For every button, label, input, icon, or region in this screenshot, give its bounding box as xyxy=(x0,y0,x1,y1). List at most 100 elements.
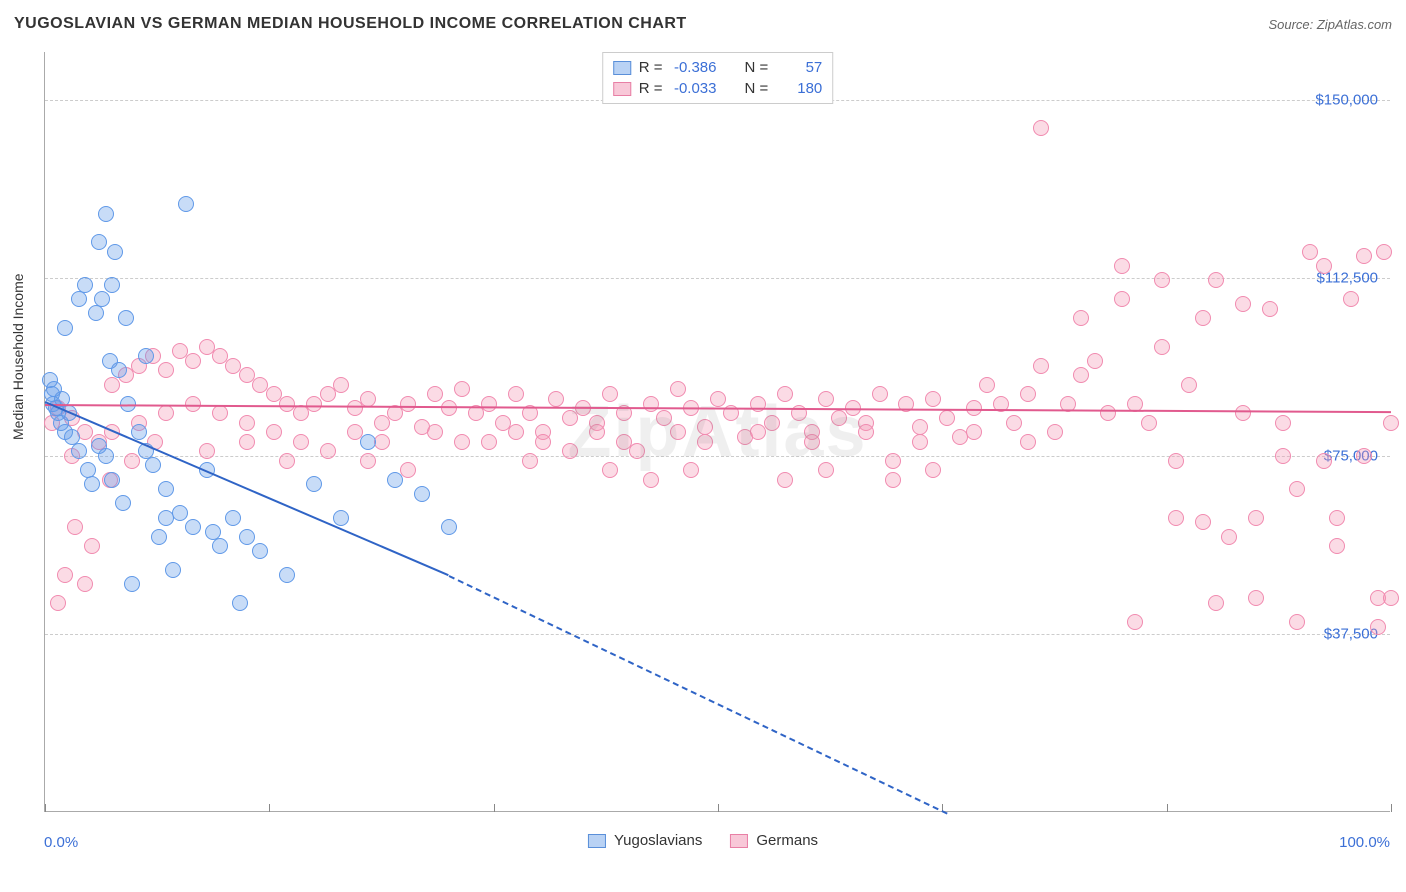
data-point xyxy=(777,386,793,402)
data-point xyxy=(293,434,309,450)
data-point xyxy=(1127,614,1143,630)
data-point xyxy=(1383,590,1399,606)
data-point xyxy=(158,362,174,378)
data-point xyxy=(333,377,349,393)
data-point xyxy=(1221,529,1237,545)
data-point xyxy=(454,381,470,397)
data-point xyxy=(1356,248,1372,264)
data-point xyxy=(1006,415,1022,431)
data-point xyxy=(71,443,87,459)
data-point xyxy=(104,472,120,488)
x-tick xyxy=(45,804,46,812)
data-point xyxy=(104,277,120,293)
data-point xyxy=(212,538,228,554)
data-point xyxy=(1208,595,1224,611)
legend-item-yugoslavians: Yugoslavians xyxy=(588,832,702,849)
data-point xyxy=(98,448,114,464)
data-point xyxy=(1141,415,1157,431)
data-point xyxy=(548,391,564,407)
data-point xyxy=(1208,272,1224,288)
data-point xyxy=(966,424,982,440)
data-point xyxy=(616,434,632,450)
data-point xyxy=(508,386,524,402)
data-point xyxy=(107,244,123,260)
data-point xyxy=(1356,448,1372,464)
data-point xyxy=(1114,291,1130,307)
data-point xyxy=(71,291,87,307)
data-point xyxy=(1154,339,1170,355)
data-point xyxy=(427,386,443,402)
data-point xyxy=(1302,244,1318,260)
data-point xyxy=(131,424,147,440)
data-point xyxy=(185,353,201,369)
data-point xyxy=(1235,405,1251,421)
legend-label-yugoslavians: Yugoslavians xyxy=(614,832,702,849)
data-point xyxy=(88,305,104,321)
data-point xyxy=(1033,120,1049,136)
data-point xyxy=(151,529,167,545)
data-point xyxy=(138,348,154,364)
data-point xyxy=(239,415,255,431)
data-point xyxy=(1181,377,1197,393)
data-point xyxy=(279,453,295,469)
data-point xyxy=(912,434,928,450)
swatch-germans-icon xyxy=(730,834,748,848)
data-point xyxy=(111,362,127,378)
swatch-yugoslavians-icon xyxy=(613,61,631,75)
data-point xyxy=(670,381,686,397)
data-point xyxy=(124,576,140,592)
y-axis-label: Median Household Income xyxy=(10,273,26,440)
data-point xyxy=(1376,244,1392,260)
data-point xyxy=(360,391,376,407)
data-point xyxy=(50,595,66,611)
data-point xyxy=(602,462,618,478)
data-point xyxy=(1020,434,1036,450)
data-point xyxy=(185,396,201,412)
data-point xyxy=(481,396,497,412)
data-point xyxy=(1235,296,1251,312)
data-point xyxy=(697,434,713,450)
data-point xyxy=(562,443,578,459)
data-point xyxy=(1370,619,1386,635)
data-point xyxy=(1047,424,1063,440)
data-point xyxy=(750,424,766,440)
gridline-h xyxy=(45,634,1390,635)
data-point xyxy=(1168,510,1184,526)
data-point xyxy=(212,405,228,421)
data-point xyxy=(84,476,100,492)
data-point xyxy=(522,453,538,469)
gridline-h xyxy=(45,278,1390,279)
data-point xyxy=(939,410,955,426)
data-point xyxy=(1316,453,1332,469)
data-point xyxy=(1248,510,1264,526)
data-point xyxy=(320,443,336,459)
r-label: R = xyxy=(639,59,663,76)
data-point xyxy=(1316,258,1332,274)
x-tick xyxy=(1391,804,1392,812)
r-label: R = xyxy=(639,80,663,97)
x-tick xyxy=(718,804,719,812)
data-point xyxy=(481,434,497,450)
data-point xyxy=(57,320,73,336)
data-point xyxy=(427,424,443,440)
data-point xyxy=(239,529,255,545)
data-point xyxy=(1033,358,1049,374)
data-point xyxy=(885,453,901,469)
data-point xyxy=(872,386,888,402)
data-point xyxy=(266,424,282,440)
data-point xyxy=(185,519,201,535)
chart-title: YUGOSLAVIAN VS GERMAN MEDIAN HOUSEHOLD I… xyxy=(14,15,687,33)
x-tick xyxy=(1167,804,1168,812)
data-point xyxy=(602,386,618,402)
x-tick-left: 0.0% xyxy=(44,834,78,851)
data-point xyxy=(158,481,174,497)
data-point xyxy=(400,462,416,478)
data-point xyxy=(1154,272,1170,288)
data-point xyxy=(643,472,659,488)
data-point xyxy=(629,443,645,459)
data-point xyxy=(1275,448,1291,464)
data-point xyxy=(145,457,161,473)
data-point xyxy=(360,453,376,469)
data-point xyxy=(925,391,941,407)
data-point xyxy=(1195,310,1211,326)
